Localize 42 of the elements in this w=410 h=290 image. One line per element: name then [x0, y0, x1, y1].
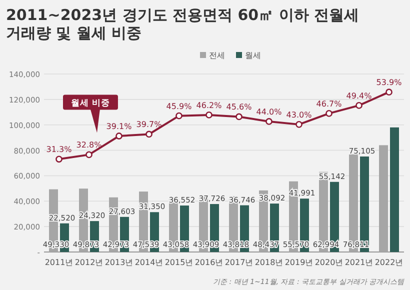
point [206, 111, 212, 118]
data-label: 39.1% [106, 122, 132, 132]
x-tick-label: 2014년 [134, 258, 164, 267]
point [386, 88, 392, 96]
point [266, 118, 272, 125]
text: 월세 비중 [71, 98, 110, 109]
x-tick-label: 2019년 [284, 258, 314, 267]
point [116, 132, 122, 140]
x-tick-label: 2012년 [74, 258, 104, 267]
x-tick-label: 2018년 [254, 258, 284, 267]
x-tick-label: 2015년 [164, 258, 194, 267]
x-tick-label: 2013년 [104, 258, 134, 267]
point [236, 113, 242, 120]
bar [390, 127, 399, 252]
x-tick-label: 2016년 [194, 258, 224, 267]
chart-title: 2011~2023년 경기도 전용면적 60㎡ 이하 전월세 거래량 및 월세 비중 [6, 6, 360, 42]
x-tick-label: 2011년 [44, 258, 74, 267]
data-label: 45.6% [226, 102, 252, 112]
bar [379, 145, 388, 252]
data-label: 49.4% [346, 91, 372, 100]
point [56, 156, 62, 163]
data-label: 32.8% [76, 140, 102, 150]
x-tick-label: 2022년 [374, 258, 404, 267]
data-label: 46.2% [196, 100, 222, 110]
data-label: 39.7% [136, 120, 162, 130]
data-label: 45.9% [166, 102, 192, 111]
x-tick-label: 2021년 [344, 258, 374, 267]
x-tick-label: 2020년 [314, 258, 344, 267]
point [86, 151, 92, 158]
data-label: 31.3% [46, 145, 72, 154]
point [326, 110, 332, 117]
point [176, 112, 182, 120]
legend-label: 전세 [209, 51, 225, 60]
point [146, 130, 152, 138]
data-label: 53.9% [376, 78, 402, 88]
point [296, 120, 302, 128]
data-label: 46.7% [316, 99, 342, 108]
data-label: 43.0% [286, 110, 312, 120]
point [356, 102, 362, 109]
data-label: 44.0% [256, 107, 282, 116]
x-tick-label: 2017년 [224, 258, 254, 267]
legend-label: 월세 [245, 51, 261, 60]
